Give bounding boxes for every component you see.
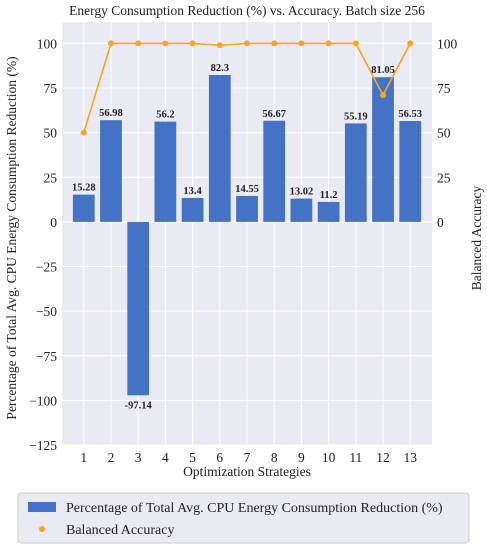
bar [100, 120, 122, 222]
accuracy-point [325, 40, 332, 47]
x-tick-label: 9 [298, 450, 305, 465]
y2-tick-label: 100 [437, 36, 458, 51]
y2-tick-label: 50 [437, 126, 451, 141]
legend-bar-label: Percentage of Total Avg. CPU Energy Cons… [66, 501, 443, 516]
bar-value-label: 55.19 [344, 111, 368, 122]
x-tick-label: 2 [108, 450, 115, 465]
y-tick-label: −75 [36, 349, 57, 364]
accuracy-point [107, 40, 114, 47]
bar [181, 197, 204, 222]
x-tick-label: 7 [244, 450, 251, 465]
accuracy-point [352, 40, 359, 47]
x-axis-label: Optimization Strategies [183, 464, 311, 479]
legend: Percentage of Total Avg. CPU Energy Cons… [17, 492, 470, 544]
x-tick-label: 12 [376, 450, 390, 465]
x-tick-label: 3 [135, 450, 142, 465]
accuracy-point [298, 40, 305, 47]
bar-value-label: 13.4 [183, 186, 202, 197]
bar [72, 194, 95, 222]
bar [127, 221, 150, 396]
y-tick-label: 75 [44, 81, 58, 96]
legend-line-label: Balanced Accuracy [66, 523, 174, 538]
x-tick-label: 8 [271, 450, 278, 465]
accuracy-point [380, 92, 387, 99]
bar-value-label: 15.28 [72, 183, 96, 194]
bar [236, 195, 258, 222]
bar [208, 75, 231, 222]
bar-value-label: 56.98 [99, 108, 123, 119]
x-tick-label: 1 [80, 450, 87, 465]
x-tick-label: 4 [162, 450, 169, 465]
y2-tick-label: 25 [437, 170, 451, 185]
bar [263, 120, 286, 222]
accuracy-point [407, 40, 414, 47]
bar-value-label: 82.3 [211, 63, 229, 74]
y-tick-label: −50 [36, 304, 57, 319]
bar-value-label: 56.53 [398, 109, 422, 120]
y-tick-label: 25 [44, 170, 58, 185]
x-tick-label: 6 [216, 450, 223, 465]
x-tick-label: 11 [349, 450, 362, 465]
y2-axis-label: Balanced Accuracy [469, 185, 484, 290]
bar [317, 201, 340, 222]
bar [154, 121, 177, 222]
accuracy-point [216, 42, 223, 49]
bar [290, 198, 313, 222]
legend-box [17, 492, 470, 544]
accuracy-point [189, 40, 196, 47]
accuracy-point [244, 40, 250, 47]
legend-line-marker [39, 526, 45, 532]
y-tick-label: 100 [37, 36, 58, 51]
bar-value-label: 56.2 [156, 110, 174, 121]
line-layer [80, 40, 414, 136]
y-tick-label: 0 [50, 215, 57, 230]
x-tick-label: 13 [403, 450, 417, 465]
data-label-layer: 15.28 56.98 -97.14 56.2 13.4 82.3 14.55 56.67 13… [72, 63, 422, 411]
legend-bar-swatch [28, 502, 56, 512]
y-tick-label: −125 [29, 438, 57, 453]
y-axis-label: Percentage of Total Avg. CPU Energy Cons… [4, 56, 19, 419]
accuracy-point [135, 40, 142, 47]
bar-value-label: 14.55 [235, 184, 259, 195]
bar-value-label: 81.05 [371, 65, 395, 76]
bar [399, 121, 422, 222]
bar-layer [72, 75, 422, 396]
bar [344, 123, 367, 222]
y-tick-label: 50 [44, 126, 58, 141]
y2-tick-label: 0 [437, 215, 444, 230]
bar-value-label: 11.2 [320, 190, 338, 201]
bar-value-label: -97.14 [125, 400, 153, 411]
x-tick-label: 5 [189, 450, 196, 465]
bar [372, 77, 394, 222]
accuracy-point [80, 129, 87, 136]
x-tick-label: 10 [322, 450, 336, 465]
accuracy-point [271, 40, 278, 47]
y-tick-label: −25 [36, 260, 57, 275]
bar-value-label: 56.67 [262, 109, 286, 120]
y2-tick-label: 75 [437, 81, 451, 96]
bar-value-label: 13.02 [290, 187, 314, 198]
chart-title: Energy Consumption Reduction (%) vs. Acc… [69, 3, 425, 18]
y-tick-label: −100 [29, 393, 57, 408]
accuracy-point [162, 40, 169, 47]
